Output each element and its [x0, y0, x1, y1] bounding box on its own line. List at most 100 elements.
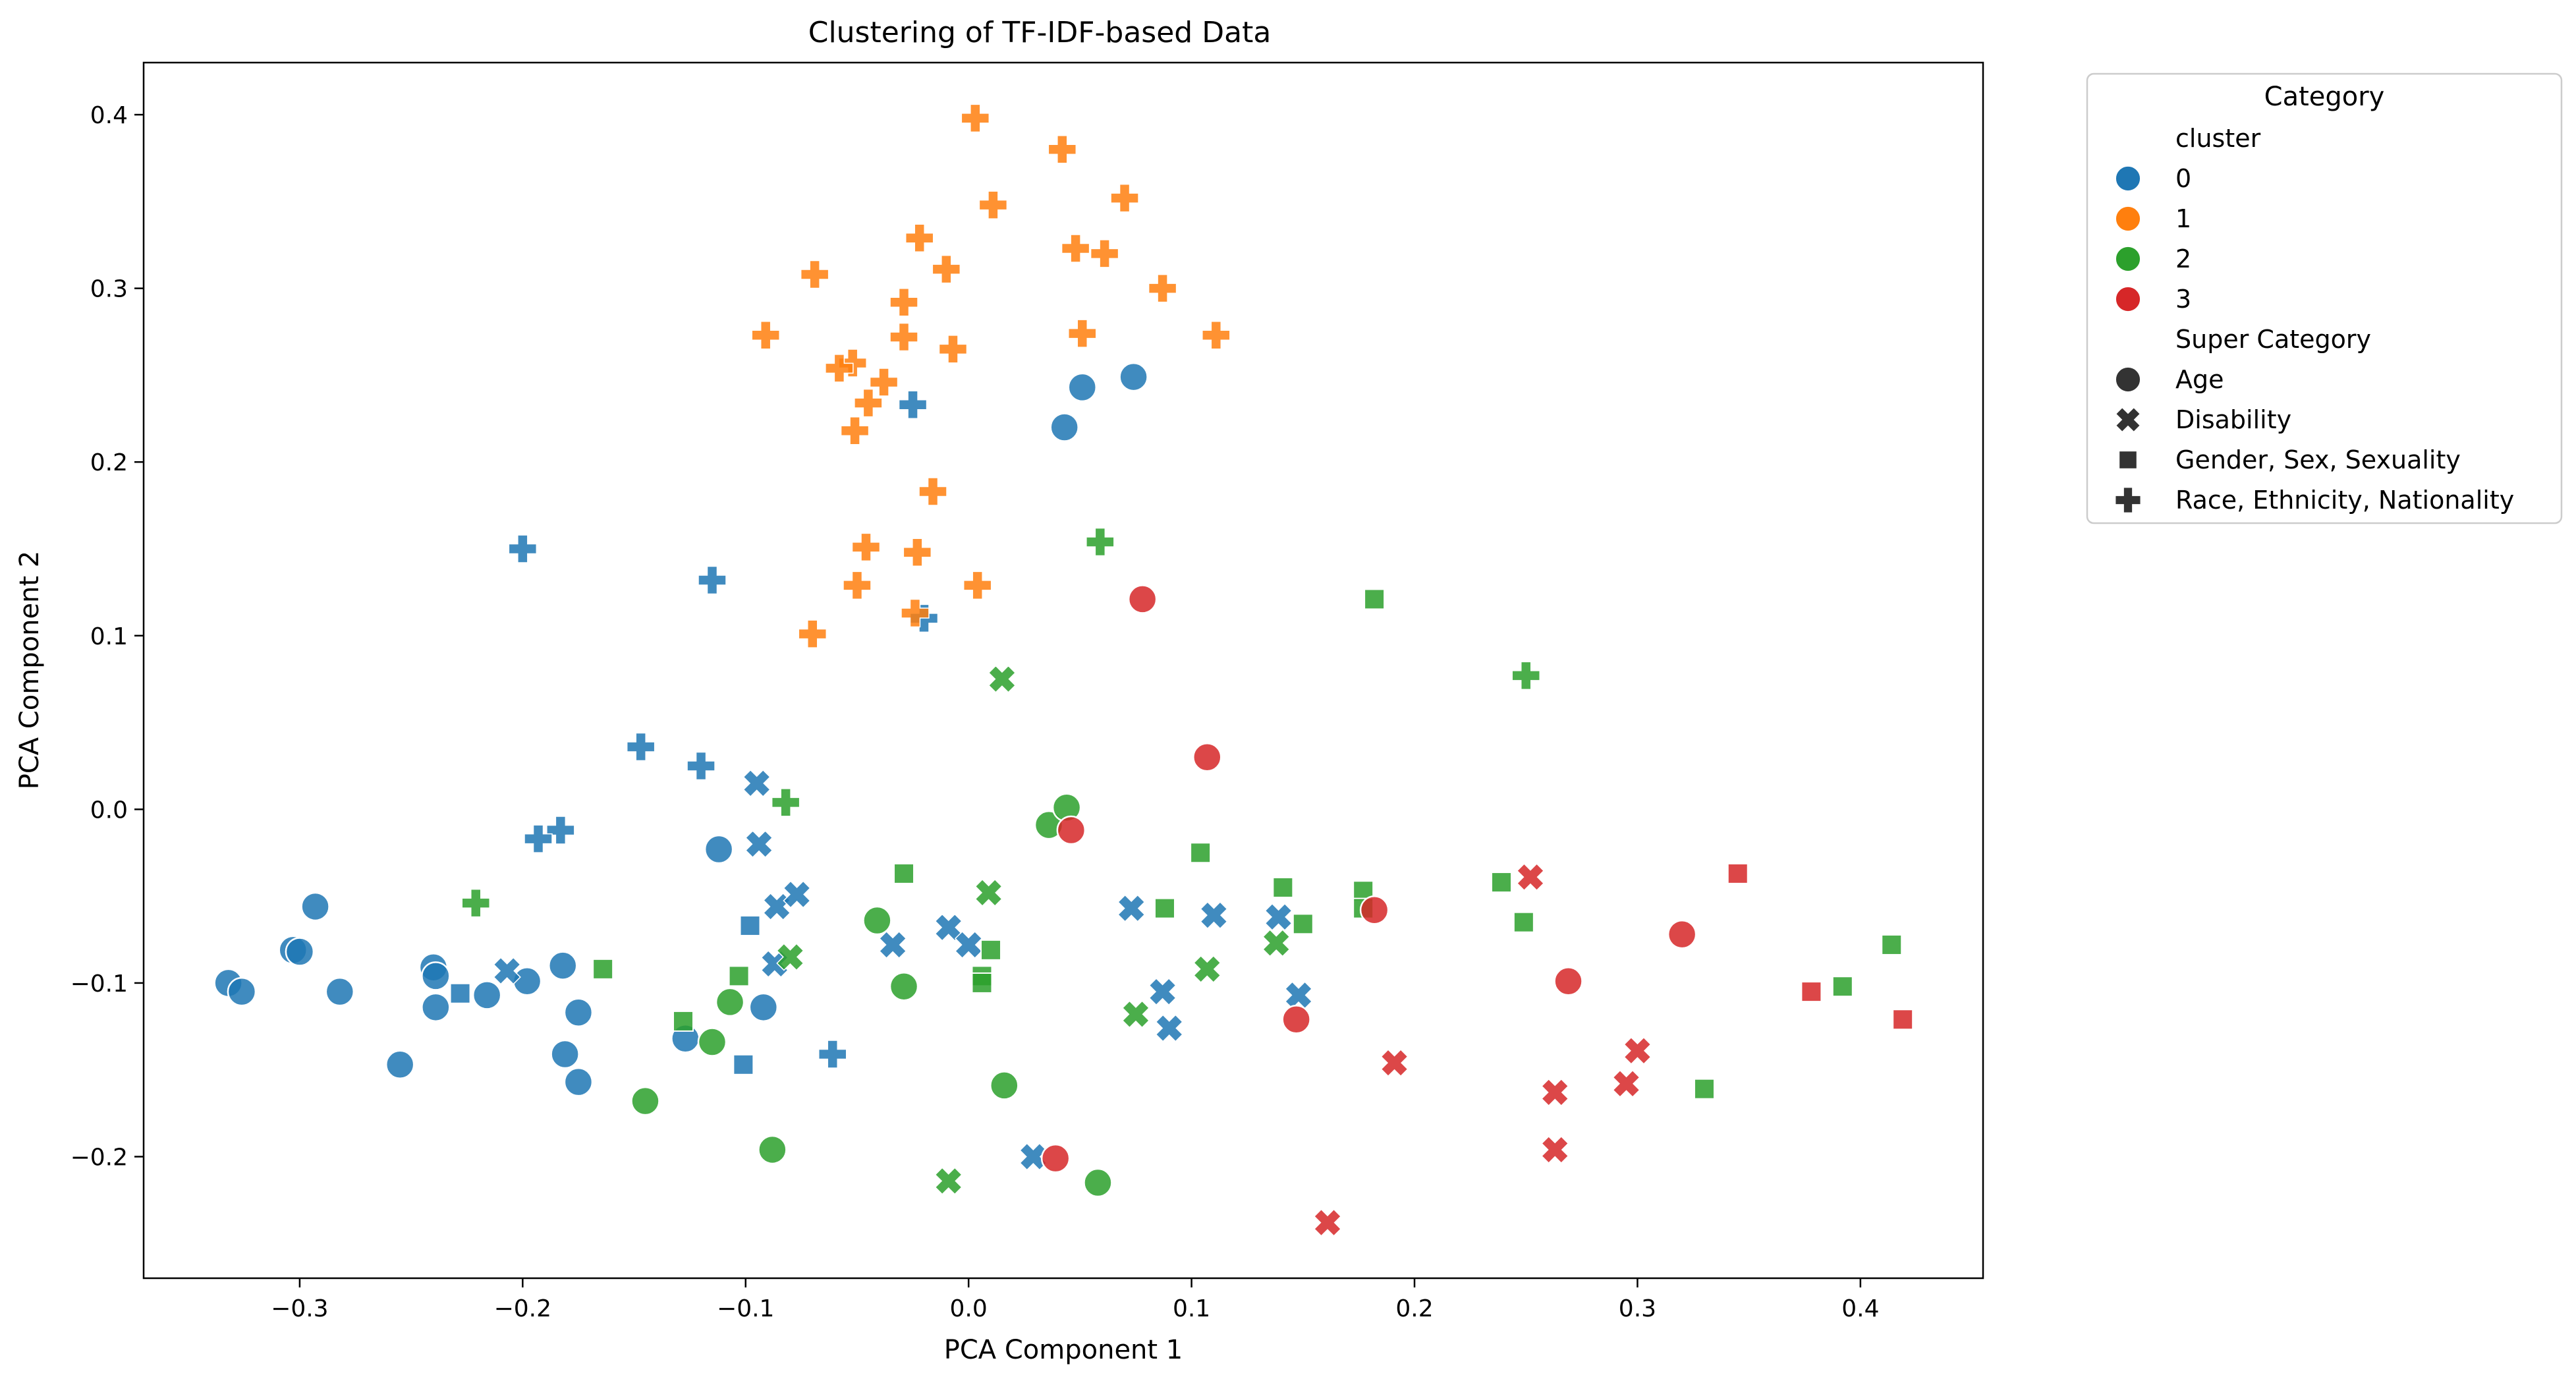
data-point	[421, 961, 451, 991]
data-point	[978, 190, 1008, 219]
data-point	[1019, 1142, 1048, 1171]
data-point	[1090, 239, 1119, 268]
legend-label-cluster: 3	[2175, 285, 2191, 314]
data-point	[1190, 842, 1212, 864]
data-point	[869, 368, 899, 397]
legend-items: cluster 0 1 2 3 Super Category Age Disability Ge…	[2114, 124, 2514, 515]
y-axis-label: PCA Component 2	[14, 551, 45, 790]
data-point	[493, 957, 521, 985]
data-point	[742, 769, 771, 798]
data-point	[1516, 862, 1545, 891]
data-point	[990, 1071, 1019, 1100]
data-point	[798, 619, 827, 648]
data-point	[889, 971, 919, 1001]
data-point	[1119, 362, 1148, 392]
data-point	[954, 930, 983, 959]
data-point	[938, 335, 968, 364]
data-point	[744, 830, 773, 859]
data-point	[1380, 1048, 1409, 1077]
data-point	[862, 905, 892, 936]
data-point	[934, 913, 963, 942]
data-point	[932, 254, 961, 284]
data-point	[1832, 976, 1853, 998]
x-tick-label: −0.2	[494, 1295, 551, 1322]
data-point	[901, 598, 930, 628]
x-tick-label: 0.2	[1395, 1295, 1433, 1322]
data-point	[918, 477, 947, 506]
data-point	[751, 321, 780, 350]
legend-marker-circle	[2114, 366, 2142, 393]
data-point	[771, 788, 800, 817]
legend-hue-title: cluster	[2175, 124, 2261, 153]
legend-marker-cluster	[2114, 245, 2142, 273]
data-point	[783, 880, 811, 909]
x-tick-label: 0.0	[950, 1295, 988, 1322]
data-point	[592, 958, 614, 980]
data-point	[1127, 584, 1158, 614]
y-tick-label: 0.1	[90, 623, 128, 650]
data-point	[704, 834, 734, 864]
data-point	[686, 751, 715, 781]
data-point	[758, 1135, 787, 1165]
axis-ticks: −0.3 −0.2 −0.1 0.0 0.1 0.2 0.3 0.4 −0.2 −0.1 0.0 0.…	[70, 102, 1880, 1322]
data-point	[1048, 135, 1077, 164]
data-point	[1192, 743, 1222, 772]
data-point	[905, 223, 934, 252]
data-point	[1541, 1135, 1569, 1164]
x-tick-label: 0.1	[1173, 1295, 1210, 1322]
data-point	[547, 951, 578, 980]
data-point	[898, 390, 928, 419]
y-tick-label: 0.2	[90, 449, 128, 476]
data-point	[825, 354, 854, 383]
data-point	[1359, 895, 1389, 925]
data-point	[1892, 1009, 1914, 1030]
data-point	[818, 1040, 847, 1069]
data-point	[893, 862, 915, 884]
x-tick-label: 0.4	[1841, 1295, 1879, 1322]
data-point	[1727, 862, 1749, 884]
data-point	[461, 888, 491, 918]
data-point	[762, 892, 791, 921]
data-point	[1050, 412, 1079, 442]
y-tick-label: −0.2	[70, 1144, 128, 1171]
data-point	[963, 571, 992, 600]
data-point	[1061, 234, 1090, 263]
x-tick-label: 0.3	[1619, 1295, 1656, 1322]
data-point	[854, 388, 883, 418]
data-point	[1202, 321, 1231, 350]
series-cluster-3	[1040, 584, 1914, 1237]
legend-label-cluster: 0	[2175, 164, 2191, 193]
y-tick-label: −0.1	[70, 971, 128, 998]
data-points	[213, 103, 1914, 1237]
data-point	[285, 937, 315, 967]
legend-label-category: Disability	[2175, 405, 2291, 434]
legend-marker-square	[2118, 450, 2138, 470]
data-point	[1693, 1078, 1715, 1100]
data-point	[748, 992, 779, 1023]
data-point	[974, 878, 1003, 907]
y-tick-label: 0.0	[90, 797, 128, 824]
data-point	[1148, 977, 1177, 1006]
data-point	[1353, 880, 1374, 902]
data-point	[1881, 934, 1903, 955]
data-point	[672, 1010, 694, 1032]
legend: Category cluster 0 1 2 3 Super Category Age Dis…	[2086, 72, 2563, 524]
data-point	[1155, 1014, 1183, 1042]
data-point	[563, 998, 594, 1027]
data-point	[1513, 911, 1534, 933]
data-point	[1110, 183, 1139, 213]
data-point	[980, 939, 1002, 961]
data-point	[550, 1039, 580, 1069]
data-point	[1200, 901, 1228, 930]
data-point	[800, 260, 829, 289]
data-point	[1554, 967, 1583, 996]
data-point	[1083, 1168, 1113, 1198]
y-tick-label: 0.4	[90, 102, 128, 129]
data-point	[1121, 1000, 1150, 1029]
data-point	[934, 1167, 963, 1195]
legend-label-cluster: 2	[2175, 244, 2191, 273]
data-point	[889, 322, 918, 352]
data-point	[1281, 1005, 1311, 1034]
data-point	[1623, 1036, 1652, 1065]
